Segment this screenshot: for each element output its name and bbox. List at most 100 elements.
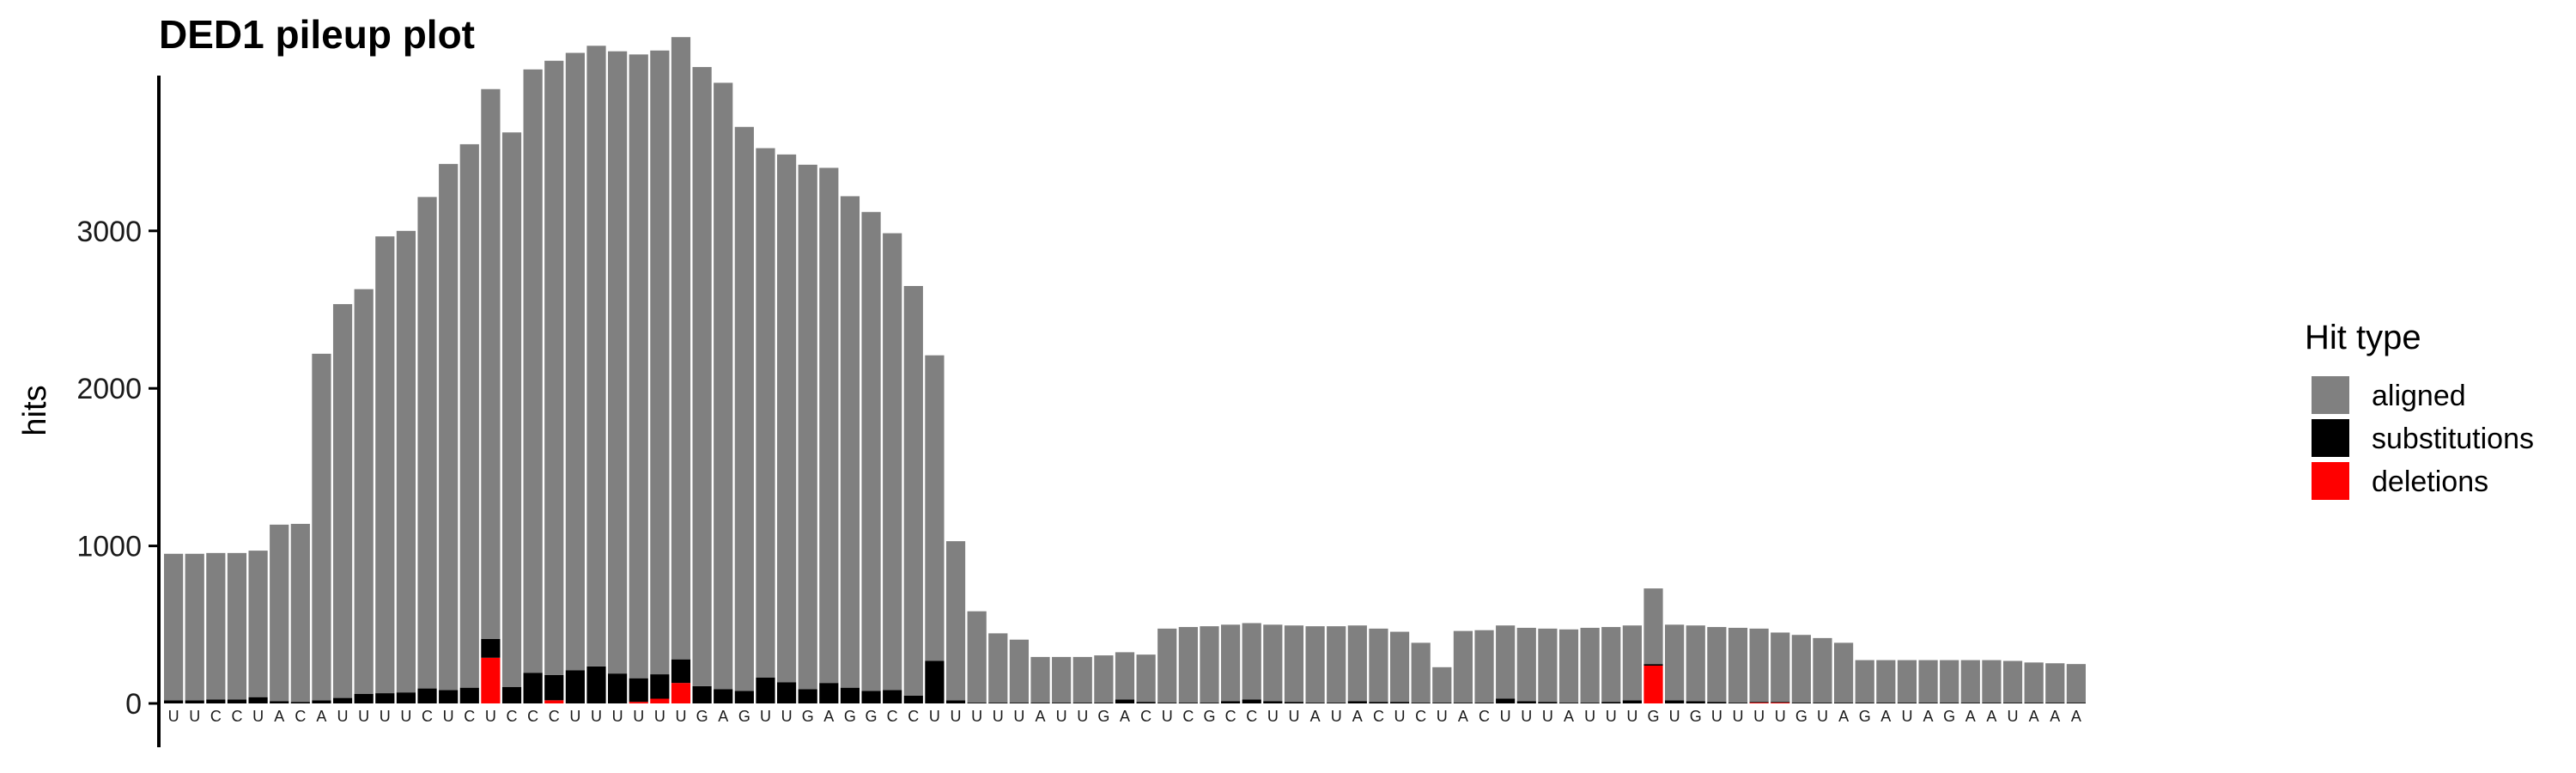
bar-aligned (1453, 630, 1473, 703)
bar-substitutions (776, 682, 797, 703)
x-tick-label: U (400, 708, 411, 725)
x-tick-label: A (274, 708, 284, 725)
x-tick-label: C (1225, 708, 1236, 725)
x-tick-label: A (1564, 708, 1574, 725)
bar-aligned (714, 82, 733, 690)
x-tick-label: G (844, 708, 856, 725)
x-tick-label: G (738, 708, 750, 725)
bar-aligned (1960, 660, 1980, 703)
x-tick-label: U (1626, 708, 1637, 725)
bar-substitutions (312, 700, 331, 703)
x-tick-label: U (252, 708, 264, 725)
bar-substitutions (332, 697, 353, 703)
bar-aligned (988, 633, 1008, 703)
bar-substitutions (544, 674, 564, 701)
bar-aligned (798, 164, 817, 690)
bar-aligned (312, 353, 331, 701)
bar-substitutions (945, 700, 966, 703)
x-tick-label: U (1288, 708, 1299, 725)
x-tick-label: U (1521, 708, 1532, 725)
bar-aligned (185, 553, 204, 701)
bar-substitutions (459, 687, 479, 703)
bar-aligned (903, 285, 923, 696)
x-tick-label: U (1267, 708, 1279, 725)
x-tick-label: U (760, 708, 771, 725)
bar-aligned (734, 126, 754, 691)
x-tick-label: U (1500, 708, 1511, 725)
x-tick-label: U (675, 708, 686, 725)
x-tick-label: U (168, 708, 179, 725)
bar-aligned (1221, 624, 1241, 702)
x-tick-label: U (1606, 708, 1617, 725)
x-tick-label: C (527, 708, 538, 725)
x-tick-label: U (1056, 708, 1067, 725)
bar-aligned (1897, 660, 1917, 703)
bar-substitutions (798, 689, 817, 703)
bar-substitutions (586, 666, 606, 703)
x-tick-label: A (2071, 708, 2081, 725)
x-tick-label: A (1986, 708, 1996, 725)
bar-substitutions (248, 697, 268, 703)
x-tick-label: U (633, 708, 644, 725)
x-tick-label: U (591, 708, 602, 725)
x-tick-label: U (654, 708, 665, 725)
bar-substitutions (185, 700, 204, 703)
x-tick-label: A (1838, 708, 1849, 725)
bar-substitutions (734, 691, 754, 703)
x-tick-label: U (1077, 708, 1088, 725)
bar-aligned (523, 69, 543, 673)
bar-substitutions (819, 683, 839, 703)
bar-substitutions (523, 673, 543, 703)
bar-aligned (1833, 642, 1854, 703)
x-tick-label: U (1542, 708, 1553, 725)
bar-aligned (1601, 627, 1621, 703)
bar-substitutions (1369, 702, 1388, 703)
bar-substitutions (608, 673, 628, 703)
x-tick-label: U (1901, 708, 1912, 725)
bar-aligned (608, 51, 628, 674)
bar-deletions (629, 702, 648, 703)
bar-aligned (417, 197, 437, 689)
legend-label-deletions: deletions (2372, 466, 2488, 498)
bar-aligned (967, 611, 987, 703)
bar-substitutions (270, 701, 289, 703)
bar-aligned (1855, 660, 1874, 703)
bar-aligned (1009, 639, 1029, 703)
bar-aligned (1369, 628, 1388, 703)
bar-aligned (1072, 656, 1092, 703)
bar-aligned (1791, 635, 1811, 703)
bar-aligned (1347, 625, 1367, 702)
bar-deletions (671, 683, 691, 703)
x-tick-label: C (1246, 708, 1257, 725)
legend-label-substitutions: substitutions (2372, 423, 2534, 455)
bar-substitutions (1242, 699, 1261, 703)
bar-aligned (270, 524, 289, 702)
x-tick-label: C (1415, 708, 1426, 725)
legend-swatch-substitutions (2312, 419, 2349, 457)
x-tick-label: U (971, 708, 982, 725)
x-tick-label: C (1140, 708, 1151, 725)
bar-aligned (354, 289, 374, 694)
bar-substitutions (1496, 698, 1516, 703)
x-tick-label: C (1182, 708, 1194, 725)
bar-aligned (1982, 660, 2002, 703)
bar-aligned (692, 67, 712, 686)
bar-substitutions (1284, 702, 1304, 703)
x-tick-label: U (1394, 708, 1406, 725)
bar-substitutions (501, 686, 522, 703)
bar-aligned (1094, 655, 1114, 703)
x-tick-label: G (1690, 708, 1702, 725)
x-tick-label: U (1013, 708, 1024, 725)
bar-substitutions (925, 660, 945, 703)
bar-substitutions (1643, 664, 1663, 666)
legend: Hit type aligned substitutions deletions (2305, 319, 2534, 500)
x-tick-label: U (189, 708, 200, 725)
x-tick-label: U (1162, 708, 1173, 725)
x-tick-label: A (1352, 708, 1363, 725)
bar-aligned (671, 37, 691, 660)
x-tick-label: A (1310, 708, 1321, 725)
x-tick-label: G (1647, 708, 1659, 725)
bar-deletions (544, 700, 564, 703)
bar-substitutions (565, 670, 585, 703)
